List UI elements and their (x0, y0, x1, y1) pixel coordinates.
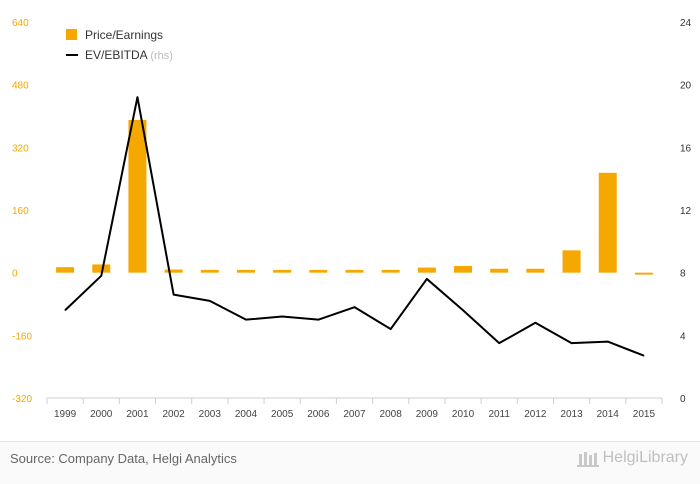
pe-bar (381, 269, 400, 273)
pe-bar (490, 268, 509, 273)
source-text: Source: Company Data, Helgi Analytics (10, 451, 237, 466)
right-tick-label: 12 (680, 206, 692, 217)
x-tick-label: 2002 (162, 409, 185, 420)
left-tick-label: 640 (12, 18, 29, 29)
pe-bar (200, 269, 219, 273)
pe-bar (454, 266, 473, 273)
right-tick-label: 0 (680, 394, 686, 405)
ev-ebitda-point (136, 96, 138, 98)
ev-ebitda-point (245, 319, 247, 321)
pe-bar (128, 119, 147, 273)
x-tick-label: 2007 (343, 409, 366, 420)
pe-bar (56, 267, 75, 273)
chart: 640 480 320 160 0 -160 -320 24 20 16 12 8 4 0 1999 20… (12, 18, 692, 420)
left-tick-label: 0 (12, 269, 18, 280)
x-tick-label: 2014 (597, 409, 620, 420)
ev-ebitda-point (354, 306, 355, 308)
x-tick-label: 2005 (271, 409, 294, 420)
ev-ebitda-series-line (64, 96, 645, 357)
x-tick-label: 2001 (126, 409, 149, 420)
ev-ebitda-point (209, 300, 211, 302)
legend-label-pe: Price/Earnings (85, 28, 163, 42)
ev-ebitda-point (534, 322, 536, 324)
pe-bar (526, 268, 545, 273)
ev-ebitda-point (100, 275, 102, 277)
left-tick-label: 320 (12, 143, 29, 154)
right-tick-label: 8 (680, 269, 686, 280)
pe-bar (562, 250, 581, 273)
right-tick-label: 20 (680, 81, 692, 92)
x-tick-label: 2015 (633, 409, 656, 420)
logo-text: HelgiLibrary (602, 449, 688, 466)
pe-bar (309, 269, 328, 273)
x-tick-label: 2010 (452, 409, 475, 420)
bars (56, 119, 653, 275)
legend-swatch-pe (66, 29, 77, 40)
ev-ebitda-point (462, 309, 464, 311)
pe-bar (273, 269, 292, 273)
left-tick-label: -320 (12, 394, 32, 405)
ev-ebitda-point (281, 316, 283, 318)
ev-ebitda-point (426, 278, 428, 280)
ev-ebitda-point (64, 309, 66, 311)
x-tick-label: 2011 (488, 409, 510, 420)
pe-bar (236, 269, 255, 273)
footer: Source: Company Data, Helgi Analytics He… (0, 441, 700, 484)
left-axis: 640 480 320 160 0 -160 -320 (12, 18, 32, 405)
library-icon (576, 452, 599, 467)
x-tick-label: 2006 (307, 409, 330, 420)
x-axis: 1999 2000 2001 2002 2003 2004 2005 2006 2007 2008… (46, 397, 663, 420)
helgi-library-logo: HelgiLibrary (576, 449, 688, 467)
pe-bar (345, 269, 364, 273)
ev-ebitda-point (643, 355, 645, 357)
right-tick-label: 4 (680, 331, 686, 342)
ev-ebitda-point (390, 328, 392, 330)
right-tick-label: 16 (680, 143, 692, 154)
legend: Price/Earnings EV/EBITDA (rhs) (66, 28, 173, 62)
ev-ebitda-point (607, 341, 609, 343)
right-tick-label: 24 (680, 18, 692, 29)
x-tick-label: 2008 (380, 409, 403, 420)
x-tick-label: 2000 (90, 409, 113, 420)
x-tick-label: 1999 (54, 409, 77, 420)
legend-rhs-note: (rhs) (150, 50, 173, 62)
x-tick-label: 2004 (235, 409, 258, 420)
pe-bar (598, 172, 617, 273)
x-tick-label: 2009 (416, 409, 439, 420)
legend-label-ev: EV/EBITDA (rhs) (85, 48, 173, 62)
pe-bar (417, 267, 436, 273)
ev-ebitda-point (498, 342, 500, 344)
ev-ebitda-point (317, 319, 319, 321)
left-tick-label: 480 (12, 81, 29, 92)
pe-bar (634, 272, 653, 275)
x-tick-label: 2012 (524, 409, 547, 420)
pe-bar (92, 264, 111, 273)
right-axis: 24 20 16 12 8 4 0 (680, 18, 692, 405)
ev-ebitda-point (571, 342, 573, 344)
x-tick-label: 2003 (199, 409, 222, 420)
ev-ebitda-line (64, 96, 645, 357)
pe-bar (164, 269, 183, 273)
left-tick-label: 160 (12, 206, 29, 217)
ev-ebitda-point (173, 294, 175, 296)
x-tick-label: 2013 (560, 409, 583, 420)
left-tick-label: -160 (12, 331, 32, 342)
